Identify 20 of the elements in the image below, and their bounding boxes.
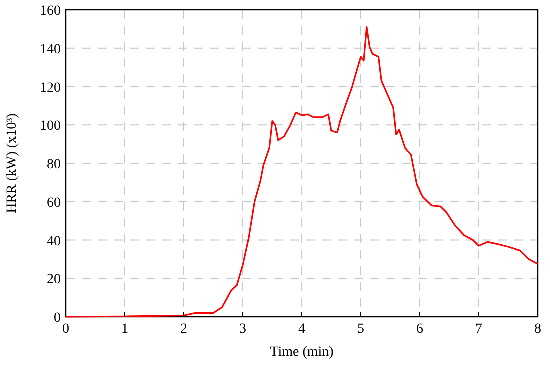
- y-tick-label: 140: [40, 42, 61, 58]
- y-tick-label: 80: [47, 158, 61, 172]
- x-tick-label: 3: [240, 322, 246, 337]
- x-tick-label: 1: [122, 322, 128, 337]
- x-tick-label: 6: [416, 322, 424, 337]
- y-tick-label: 0: [54, 311, 61, 326]
- y-axis-title: HRR (kW) (x10³): [5, 113, 20, 214]
- y-tick-label: 20: [47, 272, 61, 288]
- y-tick-label: 160: [40, 4, 61, 19]
- y-tick-label: 40: [47, 234, 61, 250]
- x-tick-label: 8: [534, 322, 542, 337]
- y-tick-label: 120: [40, 80, 61, 96]
- line-series: [65, 26, 539, 318]
- x-axis-title: Time (min): [270, 345, 334, 360]
- y-tick-label: 60: [47, 196, 61, 211]
- x-tick-label: 4: [298, 322, 306, 337]
- x-tick-label: 2: [180, 322, 188, 337]
- y-tick-label: 100: [40, 119, 61, 134]
- x-tick-label: 7: [476, 322, 482, 337]
- x-tick-label: 5: [358, 322, 364, 337]
